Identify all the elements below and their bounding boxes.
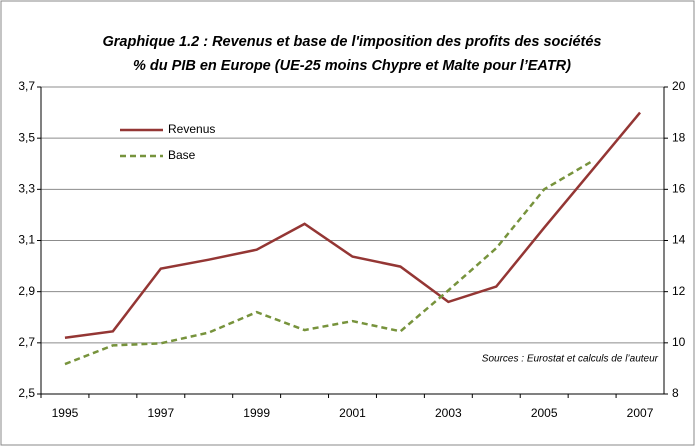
y-tick-label: 3,1 <box>18 233 35 247</box>
x-tick-label: 2001 <box>339 406 366 420</box>
x-tick-label: 2005 <box>531 406 558 420</box>
y2-tick-label: 14 <box>672 233 686 247</box>
y2-tick-label: 20 <box>672 79 686 93</box>
y-tick-label: 2,7 <box>18 335 35 349</box>
chart-title: Graphique 1.2 : Revenus et base de l'imp… <box>102 34 601 50</box>
annotation: Sources : Eurostat et calculs de l’auteu… <box>482 354 659 365</box>
y-tick-label: 3,7 <box>18 79 35 93</box>
y2-tick-label: 8 <box>672 386 679 400</box>
x-tick-label: 2003 <box>435 406 462 420</box>
x-tick-label: 1999 <box>243 406 270 420</box>
series-line <box>64 160 593 366</box>
y2-tick-label: 18 <box>672 130 686 144</box>
y2-tick-label: 10 <box>672 335 686 349</box>
series-line <box>64 111 641 339</box>
y2-tick-label: 12 <box>672 284 686 298</box>
legend-label: Revenus <box>168 122 215 136</box>
y-tick-label: 2,9 <box>18 284 35 298</box>
chart-subtitle: % du PIB en Europe (UE-25 moins Chypre e… <box>133 58 571 74</box>
x-tick-label: 2007 <box>627 406 654 420</box>
y2-tick-label: 16 <box>672 182 686 196</box>
x-tick-label: 1997 <box>147 406 174 420</box>
legend-label: Base <box>168 148 196 162</box>
y-tick-label: 2,5 <box>18 386 35 400</box>
y-tick-label: 3,5 <box>18 130 35 144</box>
y-tick-label: 3,3 <box>18 182 35 196</box>
x-tick-label: 1995 <box>52 406 79 420</box>
